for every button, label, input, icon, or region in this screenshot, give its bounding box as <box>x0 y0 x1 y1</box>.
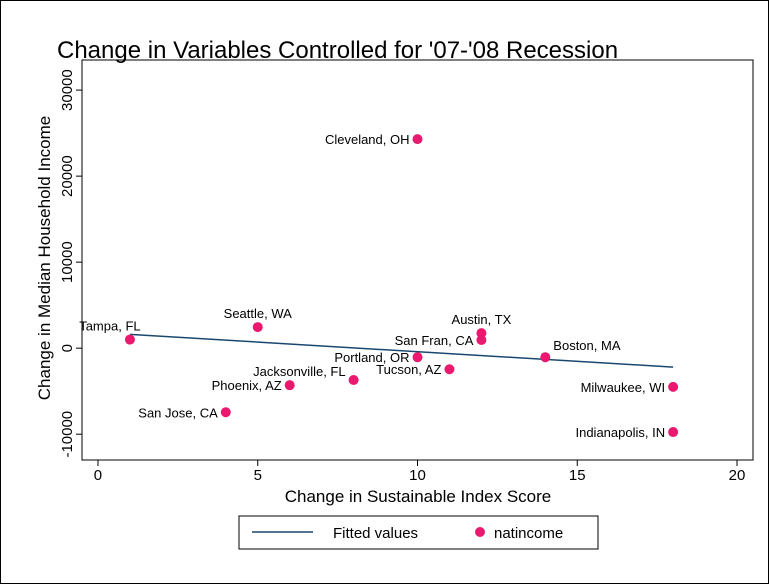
point-label: Austin, TX <box>452 312 512 327</box>
point <box>444 364 455 375</box>
point-label: Indianapolis, IN <box>575 425 665 440</box>
point <box>668 381 679 392</box>
x-tick-label: 5 <box>254 467 262 484</box>
y-tick-label: 20000 <box>59 155 76 197</box>
point <box>540 352 551 363</box>
point <box>124 334 135 345</box>
point <box>284 380 295 391</box>
fit-line <box>129 333 674 368</box>
chart-title: Change in Variables Controlled for '07-'… <box>57 37 618 64</box>
point <box>412 134 423 145</box>
legend-label: Fitted values <box>333 525 418 542</box>
x-tick-label: 20 <box>729 467 746 484</box>
x-tick-label: 10 <box>409 467 426 484</box>
point <box>220 407 231 418</box>
plot-frame <box>81 59 754 461</box>
point-label: Milwaukee, WI <box>581 380 666 395</box>
point-label: San Fran, CA <box>395 333 474 348</box>
x-tick-label: 0 <box>94 467 102 484</box>
point-label: Boston, MA <box>553 338 621 353</box>
point <box>476 335 487 345</box>
point-label: Jacksonville, FL <box>253 364 345 379</box>
point-label: Portland, OR <box>334 350 409 365</box>
point <box>412 352 423 363</box>
legend-label: natincome <box>494 525 563 542</box>
point <box>348 375 359 385</box>
y-tick-label: 30000 <box>59 69 76 111</box>
y-tick-label: 0 <box>59 344 76 352</box>
point-label: Tucson, AZ <box>376 362 441 377</box>
point <box>476 328 487 339</box>
point-label: San Jose, CA <box>138 405 218 420</box>
y-axis-label: Change in Median Household Income <box>35 116 54 400</box>
point-label: Cleveland, OH <box>325 132 410 147</box>
point-label: Seattle, WA <box>224 306 292 321</box>
y-tick-label: 10000 <box>59 241 76 283</box>
legend-marker <box>475 527 485 537</box>
point <box>252 322 263 333</box>
point-label: Phoenix, AZ <box>212 378 282 393</box>
point-label: Tampa, FL <box>79 319 140 334</box>
y-tick-label: -10000 <box>59 411 76 458</box>
x-axis-label: Change in Sustainable Index Score <box>285 487 552 506</box>
x-tick-label: 15 <box>569 467 586 484</box>
point <box>668 427 679 438</box>
